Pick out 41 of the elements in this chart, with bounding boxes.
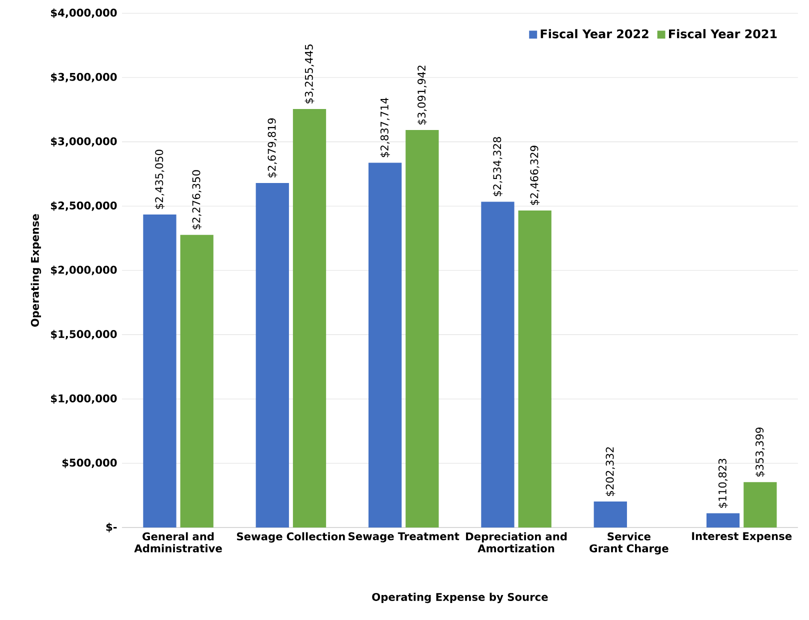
data-label: $2,276,350 (192, 170, 202, 230)
bar (143, 214, 176, 528)
bar (481, 202, 514, 528)
bar (368, 162, 402, 528)
x-tick-label: Sewage Collection (236, 532, 345, 542)
data-label: $3,255,445 (304, 44, 314, 104)
y-tick-label: $4,000,000 (51, 8, 117, 18)
data-label: $353,399 (755, 427, 765, 476)
legend-label: Fiscal Year 2021 (669, 28, 777, 38)
bar (594, 501, 627, 528)
y-tick-label: $500,000 (62, 458, 117, 468)
bar (406, 130, 439, 528)
x-tick-label: Interest Expense (692, 532, 792, 542)
x-axis-title: Operating Expense by Source (372, 592, 548, 603)
data-label: $2,534,328 (492, 136, 503, 196)
data-label: $2,837,714 (380, 98, 390, 157)
bar (518, 210, 552, 528)
x-tick-label: Service Grant Charge (590, 532, 668, 554)
bar (744, 482, 777, 528)
bar (256, 182, 289, 528)
x-tick-label: Sewage Treatment (348, 532, 460, 542)
y-axis-title: Operating Expense (30, 214, 42, 327)
y-tick-label: $- (106, 522, 117, 532)
data-label: $2,466,329 (530, 146, 540, 205)
y-tick-label: $1,500,000 (51, 330, 117, 340)
x-tick-label: General and Administrative (134, 532, 222, 552)
y-tick-label: $3,000,000 (51, 136, 117, 146)
y-tick-label: $3,500,000 (51, 72, 117, 82)
bar (180, 234, 214, 528)
data-label: $2,435,050 (154, 150, 165, 209)
y-tick-label: $2,000,000 (51, 265, 117, 276)
legend-label: Fiscal Year 2022 (540, 28, 648, 38)
data-label: $202,332 (606, 447, 616, 496)
y-tick-label: $1,000,000 (51, 394, 117, 404)
bar (292, 108, 326, 528)
bar (706, 513, 740, 528)
data-label: $110,823 (718, 458, 728, 508)
y-tick-label: $2,500,000 (51, 201, 117, 211)
data-label: $2,679,819 (268, 118, 278, 178)
data-label: $3,091,942 (417, 66, 427, 124)
x-tick-label: Depreciation and Amortization (466, 532, 567, 552)
